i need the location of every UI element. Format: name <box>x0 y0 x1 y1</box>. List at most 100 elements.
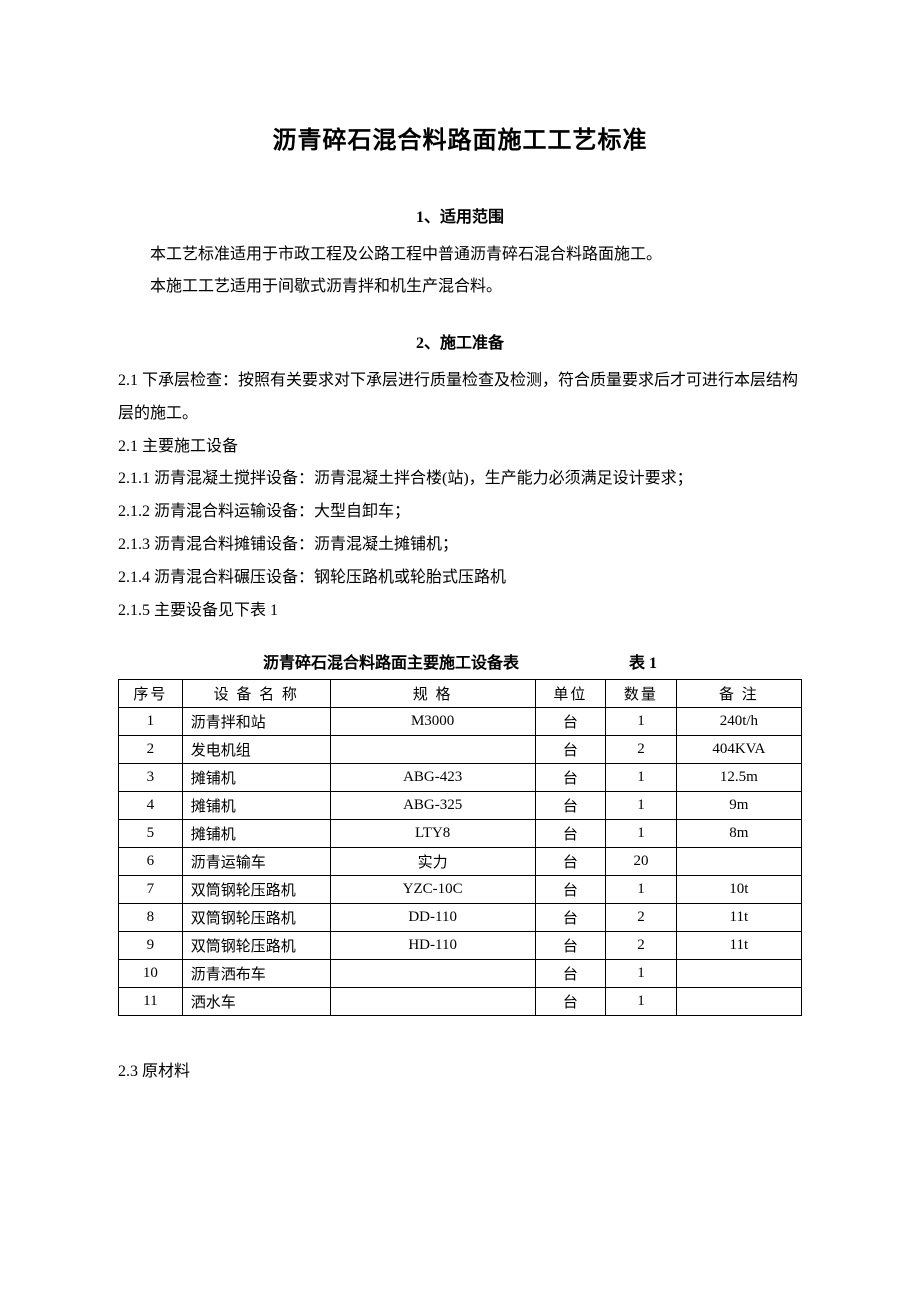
item-2-1-1: 2.1.1 沥青混凝土搅拌设备：沥青混凝土拌合楼(站)，生产能力必须满足设计要求… <box>118 463 802 496</box>
th-seq: 序号 <box>119 680 183 708</box>
cell-note: 11t <box>676 932 801 960</box>
cell-qty: 2 <box>606 932 677 960</box>
cell-note: 404KVA <box>676 736 801 764</box>
equipment-table: 序号 设 备 名 称 规 格 单位 数量 备 注 1 沥青拌和站 M3000 台… <box>118 679 802 1016</box>
item-2-1-2: 2.1.2 沥青混合料运输设备：大型自卸车； <box>118 496 802 529</box>
cell-name: 双筒钢轮压路机 <box>182 932 330 960</box>
th-qty: 数量 <box>606 680 677 708</box>
item-2-1-b: 2.1 主要施工设备 <box>118 431 802 464</box>
cell-note: 9m <box>676 792 801 820</box>
cell-seq: 10 <box>119 960 183 988</box>
cell-note: 240t/h <box>676 708 801 736</box>
cell-unit: 台 <box>535 820 606 848</box>
cell-spec <box>330 988 535 1016</box>
cell-seq: 3 <box>119 764 183 792</box>
table-row: 10 沥青洒布车 台 1 <box>119 960 802 988</box>
item-2-1-4: 2.1.4 沥青混合料碾压设备：钢轮压路机或轮胎式压路机 <box>118 562 802 595</box>
item-2-3: 2.3 原材料 <box>118 1056 802 1088</box>
table-caption-text: 沥青碎石混合料路面主要施工设备表 <box>263 649 519 673</box>
cell-qty: 2 <box>606 904 677 932</box>
table-row: 11 洒水车 台 1 <box>119 988 802 1016</box>
cell-seq: 7 <box>119 876 183 904</box>
cell-qty: 1 <box>606 792 677 820</box>
cell-qty: 1 <box>606 988 677 1016</box>
table-header-row: 序号 设 备 名 称 规 格 单位 数量 备 注 <box>119 680 802 708</box>
cell-note: 10t <box>676 876 801 904</box>
cell-name: 发电机组 <box>182 736 330 764</box>
cell-name: 双筒钢轮压路机 <box>182 904 330 932</box>
cell-unit: 台 <box>535 736 606 764</box>
cell-unit: 台 <box>535 848 606 876</box>
section-2-heading: 2、施工准备 <box>118 329 802 353</box>
cell-note: 8m <box>676 820 801 848</box>
cell-name: 沥青运输车 <box>182 848 330 876</box>
cell-name: 摊铺机 <box>182 792 330 820</box>
cell-qty: 1 <box>606 764 677 792</box>
table-row: 1 沥青拌和站 M3000 台 1 240t/h <box>119 708 802 736</box>
cell-qty: 1 <box>606 708 677 736</box>
cell-qty: 2 <box>606 736 677 764</box>
table-body: 1 沥青拌和站 M3000 台 1 240t/h 2 发电机组 台 2 404K… <box>119 708 802 1016</box>
cell-spec: YZC-10C <box>330 876 535 904</box>
cell-note <box>676 960 801 988</box>
cell-seq: 8 <box>119 904 183 932</box>
section-1-paragraph-2: 本施工工艺适用于间歇式沥青拌和机生产混合料。 <box>118 271 802 303</box>
cell-unit: 台 <box>535 904 606 932</box>
cell-note: 11t <box>676 904 801 932</box>
cell-spec: LTY8 <box>330 820 535 848</box>
cell-note <box>676 848 801 876</box>
cell-note <box>676 988 801 1016</box>
cell-qty: 1 <box>606 876 677 904</box>
table-row: 2 发电机组 台 2 404KVA <box>119 736 802 764</box>
table-row: 3 摊铺机 ABG-423 台 1 12.5m <box>119 764 802 792</box>
th-spec: 规 格 <box>330 680 535 708</box>
table-row: 5 摊铺机 LTY8 台 1 8m <box>119 820 802 848</box>
cell-name: 洒水车 <box>182 988 330 1016</box>
section-1-paragraph-1: 本工艺标准适用于市政工程及公路工程中普通沥青碎石混合料路面施工。 <box>118 239 802 271</box>
th-note: 备 注 <box>676 680 801 708</box>
cell-unit: 台 <box>535 960 606 988</box>
cell-qty: 20 <box>606 848 677 876</box>
section-1-heading: 1、适用范围 <box>118 203 802 227</box>
cell-spec: ABG-325 <box>330 792 535 820</box>
item-2-1-5: 2.1.5 主要设备见下表 1 <box>118 595 802 628</box>
cell-seq: 4 <box>119 792 183 820</box>
cell-qty: 1 <box>606 820 677 848</box>
cell-spec <box>330 736 535 764</box>
item-2-1-3: 2.1.3 沥青混合料摊铺设备：沥青混凝土摊铺机； <box>118 529 802 562</box>
cell-seq: 2 <box>119 736 183 764</box>
cell-spec: M3000 <box>330 708 535 736</box>
item-2-1-a: 2.1 下承层检查：按照有关要求对下承层进行质量检查及检测，符合质量要求后才可进… <box>118 365 802 431</box>
cell-seq: 9 <box>119 932 183 960</box>
cell-unit: 台 <box>535 708 606 736</box>
cell-seq: 1 <box>119 708 183 736</box>
table-caption-label: 表 1 <box>629 649 657 673</box>
cell-spec: DD-110 <box>330 904 535 932</box>
cell-name: 沥青拌和站 <box>182 708 330 736</box>
cell-unit: 台 <box>535 792 606 820</box>
table-row: 7 双筒钢轮压路机 YZC-10C 台 1 10t <box>119 876 802 904</box>
cell-name: 双筒钢轮压路机 <box>182 876 330 904</box>
cell-name: 摊铺机 <box>182 820 330 848</box>
cell-qty: 1 <box>606 960 677 988</box>
cell-name: 摊铺机 <box>182 764 330 792</box>
th-unit: 单位 <box>535 680 606 708</box>
table-row: 6 沥青运输车 实力 台 20 <box>119 848 802 876</box>
document-title: 沥青碎石混合料路面施工工艺标准 <box>118 120 802 155</box>
cell-seq: 5 <box>119 820 183 848</box>
cell-seq: 11 <box>119 988 183 1016</box>
cell-spec: 实力 <box>330 848 535 876</box>
table-row: 4 摊铺机 ABG-325 台 1 9m <box>119 792 802 820</box>
table-row: 9 双筒钢轮压路机 HD-110 台 2 11t <box>119 932 802 960</box>
cell-unit: 台 <box>535 932 606 960</box>
cell-spec <box>330 960 535 988</box>
table-row: 8 双筒钢轮压路机 DD-110 台 2 11t <box>119 904 802 932</box>
cell-unit: 台 <box>535 764 606 792</box>
cell-spec: HD-110 <box>330 932 535 960</box>
table-caption: 沥青碎石混合料路面主要施工设备表 表 1 <box>118 649 802 673</box>
cell-unit: 台 <box>535 988 606 1016</box>
th-name: 设 备 名 称 <box>182 680 330 708</box>
cell-note: 12.5m <box>676 764 801 792</box>
cell-spec: ABG-423 <box>330 764 535 792</box>
cell-seq: 6 <box>119 848 183 876</box>
